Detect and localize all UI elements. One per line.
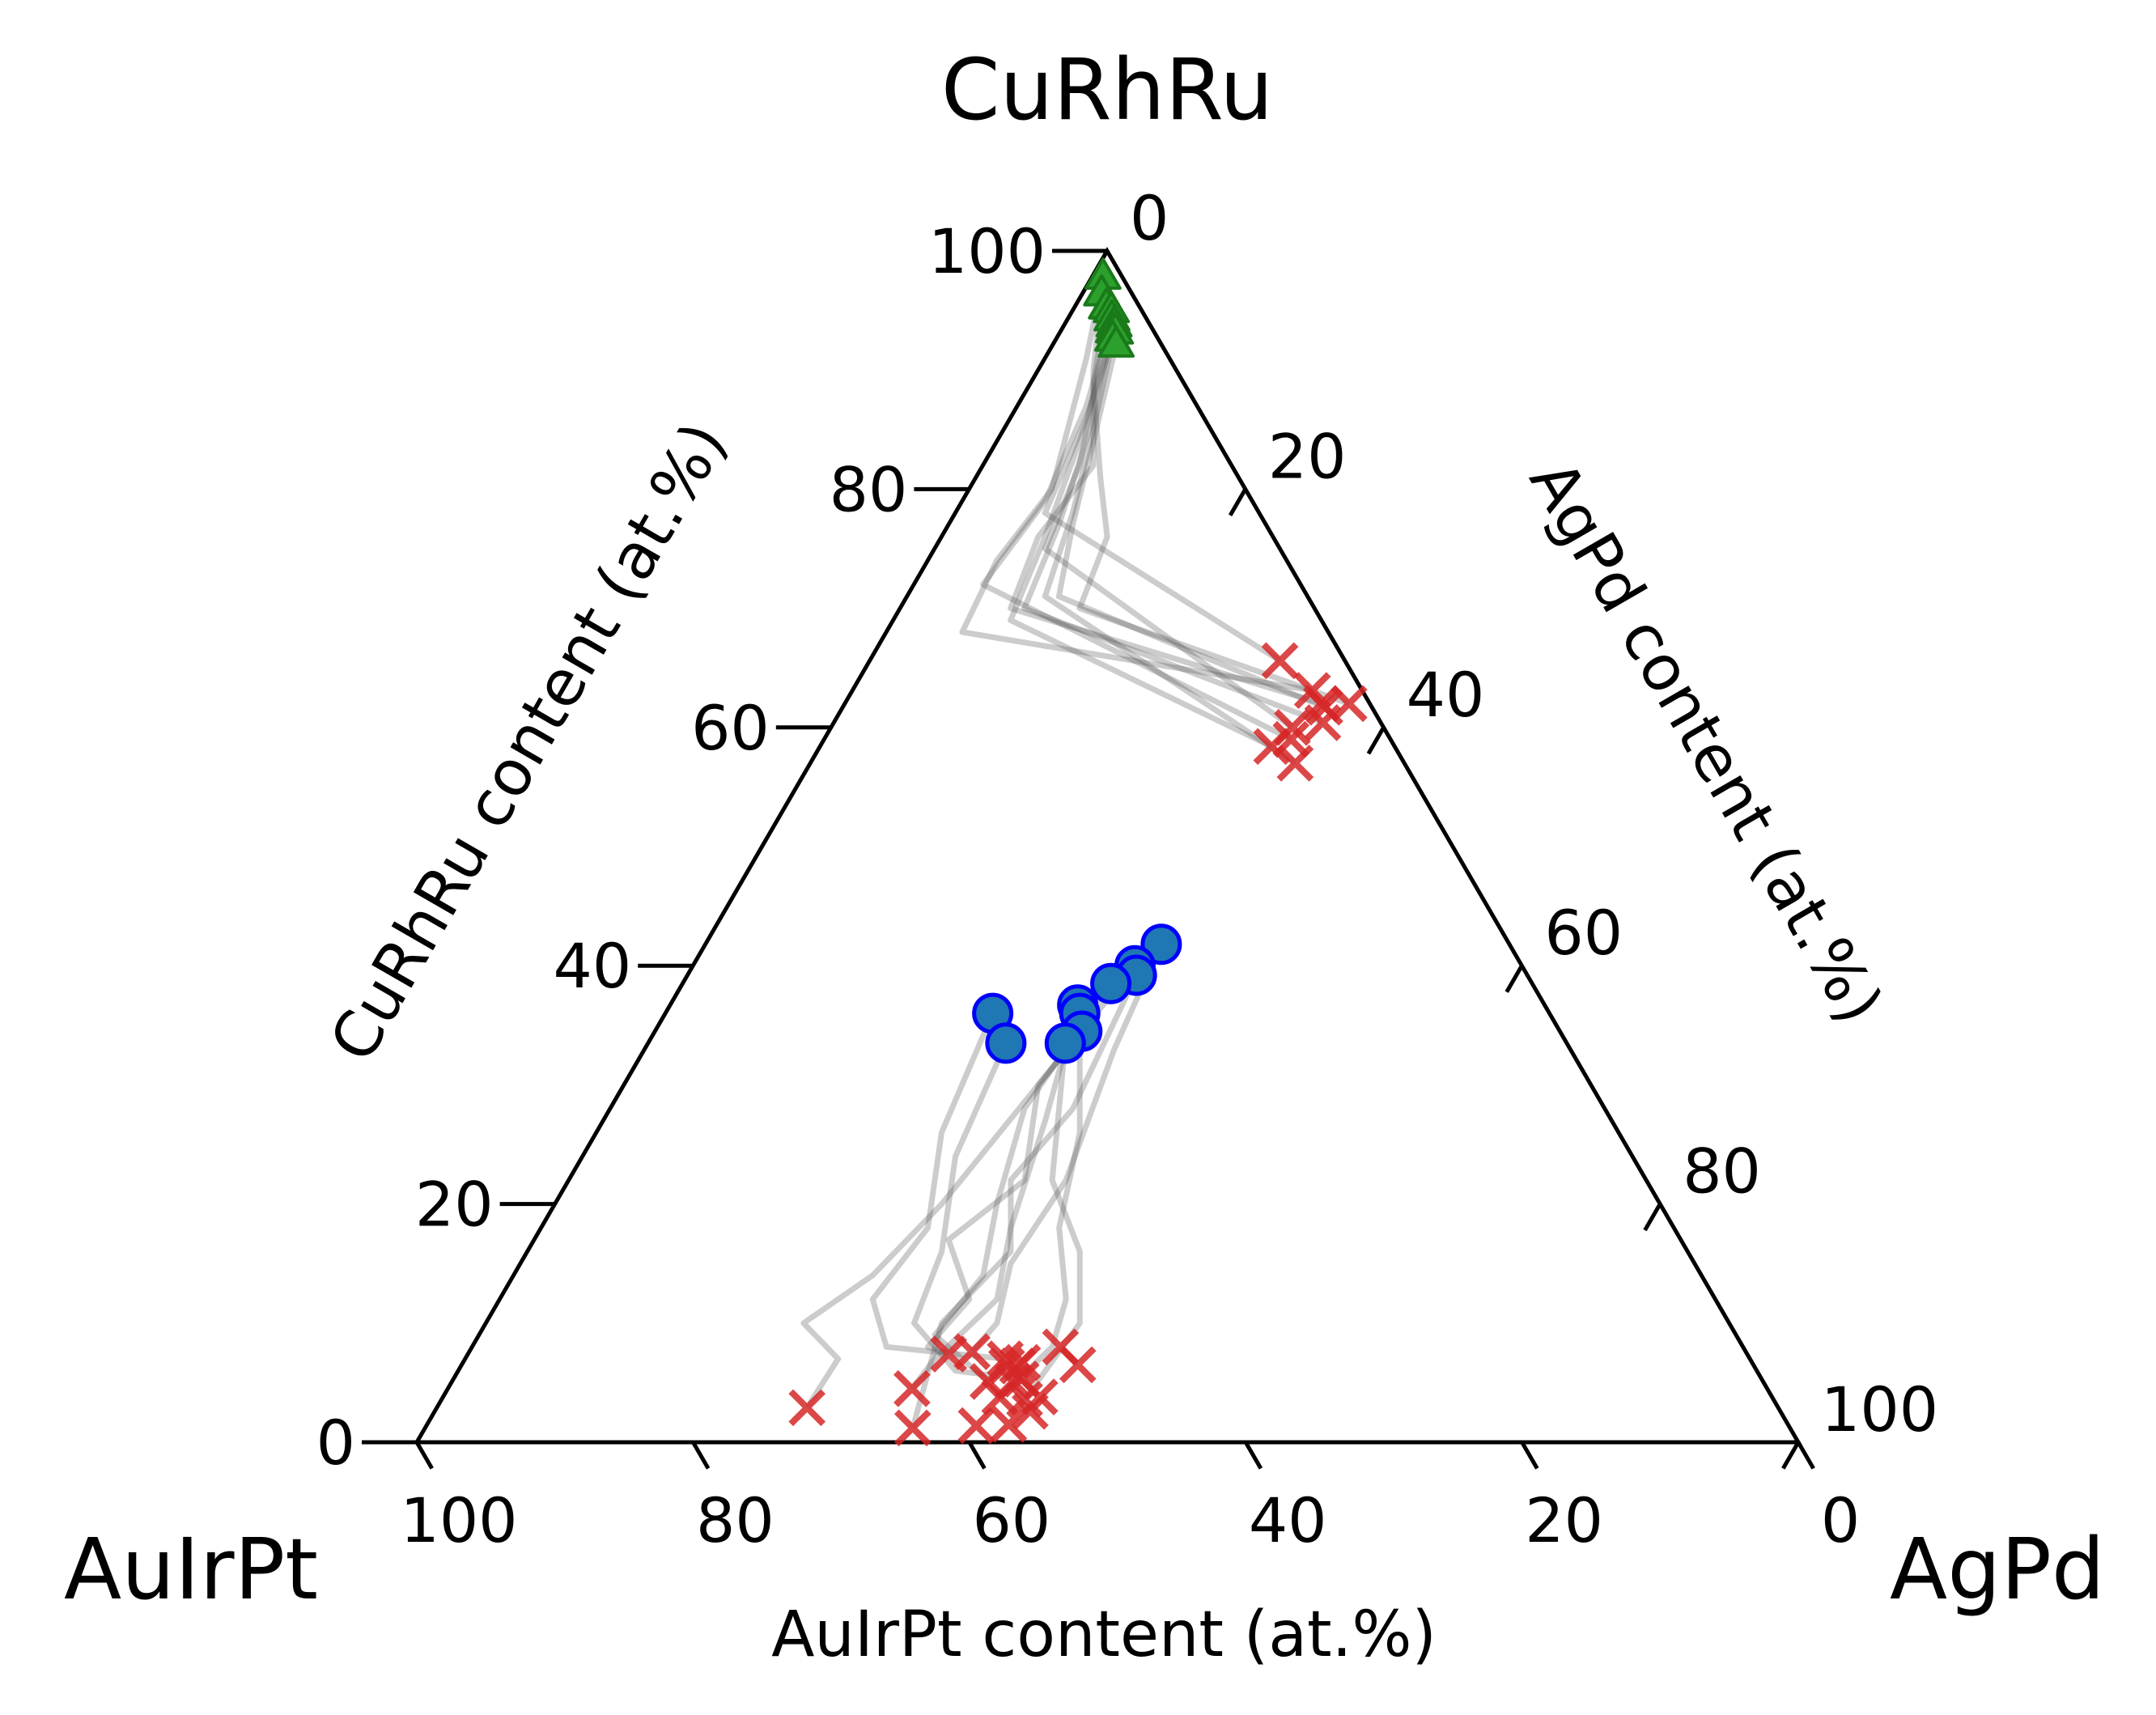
trajectory-path (997, 1013, 1083, 1399)
cross-marker (1276, 745, 1314, 782)
triangle-marker (1097, 325, 1135, 358)
right-axis-tick-label: 20 (1268, 420, 1347, 492)
bottom-axis-tick-label: 60 (972, 1484, 1050, 1556)
cross-marker (1012, 1392, 1049, 1430)
bottom-axis-tick-label: 100 (400, 1484, 517, 1556)
bottom-axis-tick-label: 40 (1249, 1484, 1327, 1556)
cross-marker (1004, 1344, 1042, 1382)
bottom-axis-title: AuIrPt content (at.%) (771, 1598, 1437, 1671)
left-axis-tick-label: 80 (830, 453, 908, 525)
trajectory-path (911, 1042, 1022, 1382)
trajectory-path (959, 276, 1314, 694)
trajectory-path (932, 982, 1114, 1384)
cross-marker (893, 1409, 932, 1447)
cross-marker (893, 1369, 931, 1407)
cross-marker (1042, 1328, 1080, 1366)
triangle-frame (413, 247, 1802, 1445)
trajectory-path (1008, 293, 1322, 707)
cross-marker (1331, 685, 1368, 723)
trajectory-path (1021, 324, 1324, 726)
right-axis-tick-label: 80 (1683, 1136, 1761, 1208)
right-axis-tick (1505, 964, 1524, 993)
bottom-axis-tick (1244, 1441, 1263, 1470)
right-axis-tick (1228, 488, 1247, 517)
bottom-axis-tick-label: 0 (1821, 1484, 1860, 1556)
left-axis-title: CuRhRu content (at.%) (316, 410, 741, 1073)
trajectory-path (1055, 344, 1326, 711)
bottom-axis-tick-label: 80 (696, 1484, 775, 1556)
corner-label-right: AgPd (1890, 1520, 2105, 1619)
right-axis-tick-label: 0 (1130, 182, 1169, 254)
left-axis-tick-label: 0 (316, 1407, 355, 1479)
cross-marker (1261, 642, 1299, 680)
trajectory-path (869, 1012, 1006, 1362)
bottom-axis-tick-label: 20 (1525, 1484, 1603, 1556)
cross-marker (1304, 704, 1342, 741)
right-axis-tick-label: 100 (1821, 1373, 1938, 1445)
trajectory-path (1008, 331, 1273, 749)
bottom-axis-tick (1796, 1441, 1815, 1470)
cross-marker (990, 1406, 1028, 1443)
trajectory-path (1076, 306, 1351, 707)
trajectory-paths (800, 276, 1351, 1429)
cross-marker (957, 1407, 995, 1445)
bottom-axis-tick (1520, 1441, 1539, 1470)
left-axis-tick-label: 60 (691, 692, 770, 764)
corner-label-top: CuRhRu (941, 40, 1273, 139)
circle-marker (1090, 962, 1132, 1004)
left-axis-tick-label: 40 (553, 930, 631, 1002)
circle-marker (985, 1022, 1027, 1064)
bottom-axis-tick (414, 1441, 434, 1470)
circle-marker (1140, 923, 1182, 966)
trajectory-path (910, 1004, 1080, 1390)
cross-marker (1253, 728, 1291, 766)
triangle-outline (413, 247, 1802, 1445)
right-axis-tick (1366, 726, 1386, 755)
cross-marker (788, 1389, 826, 1427)
trajectory-path (1042, 338, 1297, 766)
corner-label-left: AuIrPt (64, 1520, 318, 1619)
right-axis-tick (1643, 1203, 1662, 1232)
data-markers (788, 257, 1368, 1447)
trajectory-path (980, 317, 1292, 742)
bottom-axis-tick (967, 1441, 987, 1470)
trajectory-path (800, 1029, 1084, 1410)
cross-marker (953, 1333, 991, 1370)
axis-ticks: 0 0 100 20 20 80 40 40 60 60 60 40 80 80 20 100 100 0 (316, 182, 1938, 1556)
trajectory-path (970, 943, 1165, 1354)
trajectory-path (1042, 329, 1282, 664)
trajectory-path (1042, 309, 1294, 730)
circle-marker (1044, 1022, 1086, 1064)
right-axis-tick-label: 40 (1407, 659, 1485, 731)
right-axis-tick (1781, 1441, 1801, 1470)
trajectory-path (925, 963, 1138, 1357)
left-axis-tick-label: 20 (415, 1169, 494, 1241)
right-axis-tick-label: 60 (1544, 897, 1623, 969)
bottom-axis-tick (691, 1441, 711, 1470)
left-axis-tick-label: 100 (928, 215, 1046, 287)
